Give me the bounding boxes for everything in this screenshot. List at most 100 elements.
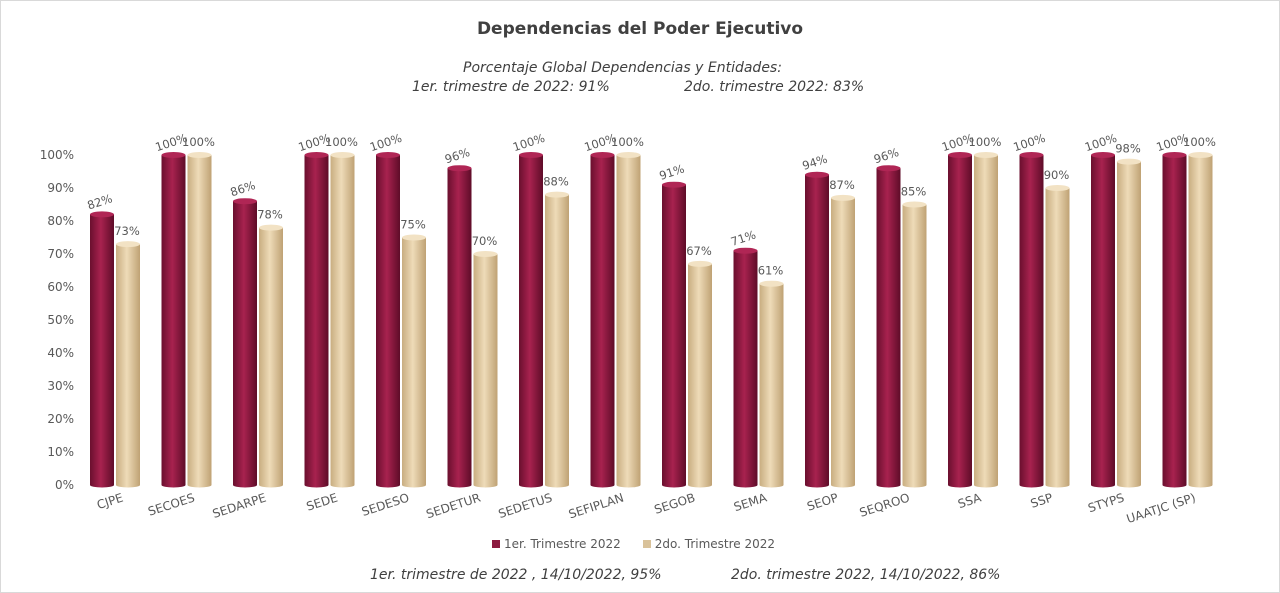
bar-1 [948,152,972,488]
bar-1 [233,198,257,488]
y-tick-label: 50% [47,313,74,327]
data-label-series-1: 100% [1012,131,1048,154]
data-label-series-1: 82% [85,191,114,212]
bar-1 [304,152,329,488]
bar-2 [831,194,855,488]
data-label-series-1: 94% [800,152,829,173]
y-tick-label: 70% [47,247,74,261]
data-label-series-2: 100% [611,135,644,149]
x-tick-label: UAATJC (SP) [1125,491,1198,527]
data-label-series-2: 98% [1115,142,1141,156]
y-tick-label: 40% [47,346,74,360]
legend-label-series-2: 2do. Trimestre 2022 [654,537,776,551]
data-label-series-1: 100% [368,131,404,154]
x-tick-label: SSP [1029,491,1055,511]
data-label-series-2: 78% [257,208,283,222]
data-label-series-2: 90% [1044,168,1070,182]
bar-2 [616,152,641,488]
subtitle-first-quarter: 1er. trimestre de 2022: 91% [412,79,610,95]
bar-1 [90,211,114,488]
x-tick-label: SEOP [805,491,840,514]
bar-1 [733,247,758,488]
x-tick-label: SEMA [732,490,769,514]
x-tick-label: SEDARPE [211,491,268,521]
bar-2 [545,191,569,488]
legend-swatch-series-2 [642,540,651,548]
data-label-series-1: 71% [729,228,758,249]
bar-2 [688,260,712,488]
subtitle-second-quarter: 2do. trimestre 2022: 83% [684,79,865,95]
bar-2 [902,201,927,488]
x-tick-label: SEDE [305,491,340,514]
bar-1 [519,152,543,488]
bar-2 [259,224,283,488]
data-label-series-1: 86% [228,178,257,199]
x-tick-label: SSA [956,490,984,511]
x-tick-label: SEDETUR [424,491,482,522]
bar-1 [876,165,901,488]
data-label-series-2: 85% [901,185,927,199]
y-tick-label: 10% [47,445,74,459]
data-label-series-2: 73% [114,224,140,238]
bar-1 [161,152,186,488]
bar-2 [1117,158,1141,488]
bar-2 [1188,152,1213,488]
bar-2 [473,251,498,488]
x-tick-label: SEFIPLAN [567,491,626,522]
x-tick-label: SEDESO [360,491,411,519]
y-tick-label: 90% [47,181,74,195]
bar-1 [1091,152,1115,488]
x-tick-label: SEQROO [858,491,912,520]
subtitle-line-1: Porcentaje Global Dependencias y Entidad… [463,60,782,76]
data-label-series-1: 100% [511,131,547,154]
data-label-series-1: 96% [872,145,901,166]
legend-item-series-1: 1er. Trimestre 2022 [492,537,621,551]
bar-1 [1162,152,1187,488]
data-label-series-2: 61% [758,264,784,278]
bar-2 [187,152,212,488]
legend-swatch-series-1 [492,540,500,548]
data-label-series-2: 67% [686,244,712,258]
legend: 1er. Trimestre 2022 2do. Trimestre 2022 [492,537,775,551]
bar-1 [1019,152,1044,488]
bar-2 [402,234,426,488]
x-tick-label: CJPE [95,491,125,513]
chart-title: Dependencias del Poder Ejecutivo [476,19,804,39]
data-label-series-2: 100% [969,135,1002,149]
data-label-series-2: 70% [472,234,498,248]
bar-1 [590,152,615,488]
bar-2 [974,152,998,488]
y-tick-label: 100% [40,148,74,162]
footer-first-quarter: 1er. trimestre de 2022 , 14/10/2022, 95% [370,567,662,583]
data-label-series-2: 88% [543,175,569,189]
bar-2 [116,241,140,488]
data-label-series-2: 87% [829,178,855,192]
data-label-series-1: 91% [657,162,686,183]
data-label-series-2: 100% [182,135,215,149]
data-label-series-1: 100% [1083,131,1119,154]
y-tick-label: 30% [47,379,74,393]
y-tick-label: 20% [47,412,74,426]
bar-1 [376,152,400,488]
data-label-series-2: 75% [400,218,426,232]
y-tick-label: 0% [55,478,74,492]
bar-2 [1045,185,1070,488]
legend-item-series-2: 2do. Trimestre 2022 [642,537,776,551]
legend-label-series-1: 1er. Trimestre 2022 [504,537,621,551]
data-label-series-2: 100% [325,135,358,149]
bar-2 [330,152,355,488]
footer-second-quarter: 2do. trimestre 2022, 14/10/2022, 86% [731,567,1001,583]
bar-1 [805,171,829,488]
data-label-series-2: 100% [1183,135,1216,149]
data-label-series-1: 96% [443,145,472,166]
x-tick-label: SECOES [146,491,196,519]
y-tick-label: 60% [47,280,74,294]
bar-2 [759,280,784,488]
bar-1 [662,181,686,488]
bar-1 [447,165,472,488]
x-tick-label: STYPS [1086,491,1126,516]
x-tick-label: SEGOB [652,491,696,517]
y-tick-label: 80% [47,214,74,228]
x-tick-label: SEDETUS [497,491,554,522]
